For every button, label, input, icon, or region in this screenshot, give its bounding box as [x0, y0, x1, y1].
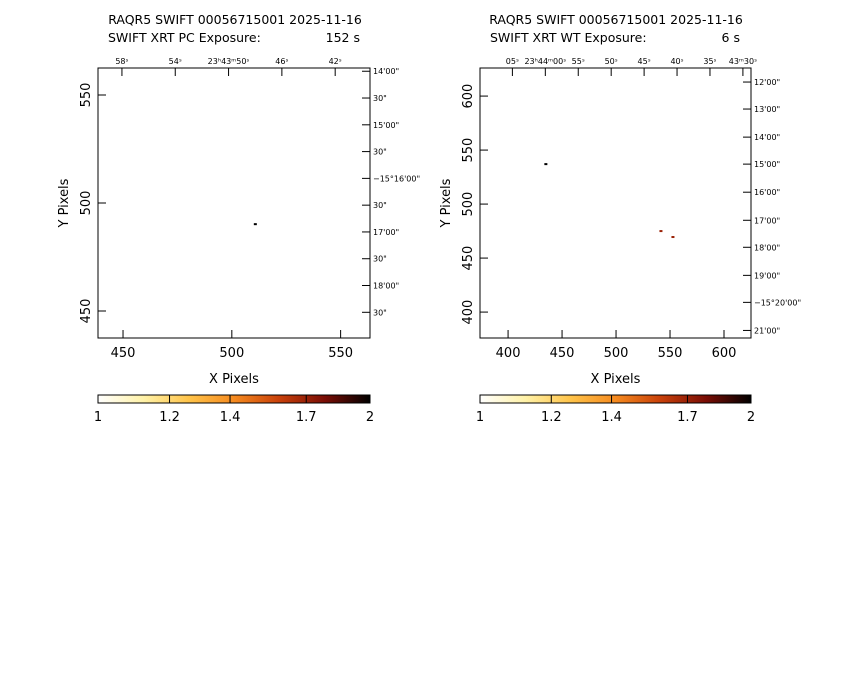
- y-tick-label: 600: [461, 84, 476, 109]
- plot-frame: [97, 67, 371, 339]
- colorbar-tick-label: 2: [747, 410, 755, 425]
- y-tick-label: 500: [79, 191, 94, 216]
- exposure: 152 s: [326, 30, 360, 45]
- chart-subtitle: SWIFT XRT PC Exposure:: [108, 30, 261, 45]
- source-pixel: [544, 163, 548, 166]
- y-tick-label: 450: [461, 246, 476, 271]
- dec-tick-label: 30": [373, 255, 387, 264]
- colorbar-tick-label: 1: [94, 410, 102, 425]
- dec-tick-label: 15'00": [373, 121, 399, 130]
- colorbar-tick-label: 2: [366, 410, 374, 425]
- chart-subtitle: SWIFT XRT WT Exposure:: [490, 30, 647, 45]
- ra-tick-label: 35ˢ: [703, 57, 716, 66]
- dec-tick-label: 19'00": [754, 271, 780, 280]
- ra-tick-label: 40ˢ: [670, 57, 683, 66]
- source-pixel: [671, 236, 675, 239]
- ra-tick-label: 43ᵐ30ˢ: [729, 57, 757, 66]
- ra-tick-label: 42ˢ: [329, 57, 342, 66]
- y-tick-label: 500: [461, 192, 476, 217]
- y-tick-label: 400: [461, 300, 476, 325]
- dec-tick-label: 18'00": [754, 243, 780, 252]
- colorbar-tick-label: 1.2: [159, 410, 180, 425]
- colorbar: [97, 394, 371, 404]
- dec-tick-label: 12'00": [754, 78, 780, 87]
- dec-tick-label: 21'00": [754, 326, 780, 335]
- colorbar: [479, 394, 752, 404]
- dec-tick-label: 15'00": [754, 160, 780, 169]
- dec-tick-label: −15°16'00": [373, 174, 420, 183]
- dec-tick-label: 30": [373, 308, 387, 317]
- y-axis-label: Y Pixels: [439, 178, 454, 228]
- ra-tick-label: 23ʰ43ᵐ50ˢ: [208, 57, 250, 66]
- colorbar-tick-label: 1.4: [220, 410, 241, 425]
- chart-title: RAQR5 SWIFT 00056715001 2025-11-16: [108, 12, 362, 27]
- x-tick-label: 550: [658, 346, 683, 361]
- plot-frame: [479, 67, 752, 339]
- ra-tick-label: 54ˢ: [169, 57, 182, 66]
- y-tick-label: 550: [461, 138, 476, 163]
- colorbar-tick-label: 1.7: [296, 410, 317, 425]
- dec-tick-label: 18'00": [373, 282, 399, 291]
- x-tick-label: 450: [550, 346, 575, 361]
- ra-tick-label: 46ˢ: [275, 57, 288, 66]
- x-tick-label: 600: [712, 346, 737, 361]
- dec-tick-label: 14'00": [373, 67, 399, 76]
- dec-tick-label: 30": [373, 94, 387, 103]
- ra-tick-label: 45ˢ: [638, 57, 651, 66]
- dec-tick-label: 13'00": [754, 105, 780, 114]
- y-tick-label: 550: [79, 83, 94, 108]
- exposure: 6 s: [722, 30, 740, 45]
- source-pixel: [253, 223, 257, 226]
- colorbar-tick-label: 1: [476, 410, 484, 425]
- dec-tick-label: 16'00": [754, 188, 780, 197]
- x-tick-label: 500: [604, 346, 629, 361]
- x-tick-label: 500: [219, 346, 244, 361]
- x-tick-label: 450: [111, 346, 136, 361]
- colorbar-tick-label: 1.4: [601, 410, 622, 425]
- source-pixel: [659, 230, 663, 233]
- y-axis-label: Y Pixels: [57, 178, 72, 228]
- x-tick-label: 550: [328, 346, 353, 361]
- x-axis-label: X Pixels: [209, 372, 259, 387]
- ra-tick-label: 50ˢ: [605, 57, 618, 66]
- x-axis-label: X Pixels: [591, 372, 641, 387]
- y-tick-label: 450: [79, 299, 94, 324]
- colorbar-tick-label: 1.2: [541, 410, 562, 425]
- dec-tick-label: −15°20'00": [754, 298, 801, 307]
- x-tick-label: 400: [496, 346, 521, 361]
- dec-tick-label: 30": [373, 201, 387, 210]
- dec-tick-label: 17'00": [373, 228, 399, 237]
- ra-tick-label: 58ˢ: [115, 57, 128, 66]
- colorbar-tick-label: 1.7: [677, 410, 698, 425]
- ra-tick-label: 05ˢ: [506, 57, 519, 66]
- dec-tick-label: 30": [373, 148, 387, 157]
- dec-tick-label: 14'00": [754, 133, 780, 142]
- dec-tick-label: 17'00": [754, 216, 780, 225]
- ra-tick-label: 55ˢ: [572, 57, 585, 66]
- ra-tick-label: 23ʰ44ᵐ00ˢ: [524, 57, 566, 66]
- chart-title: RAQR5 SWIFT 00056715001 2025-11-16: [489, 12, 743, 27]
